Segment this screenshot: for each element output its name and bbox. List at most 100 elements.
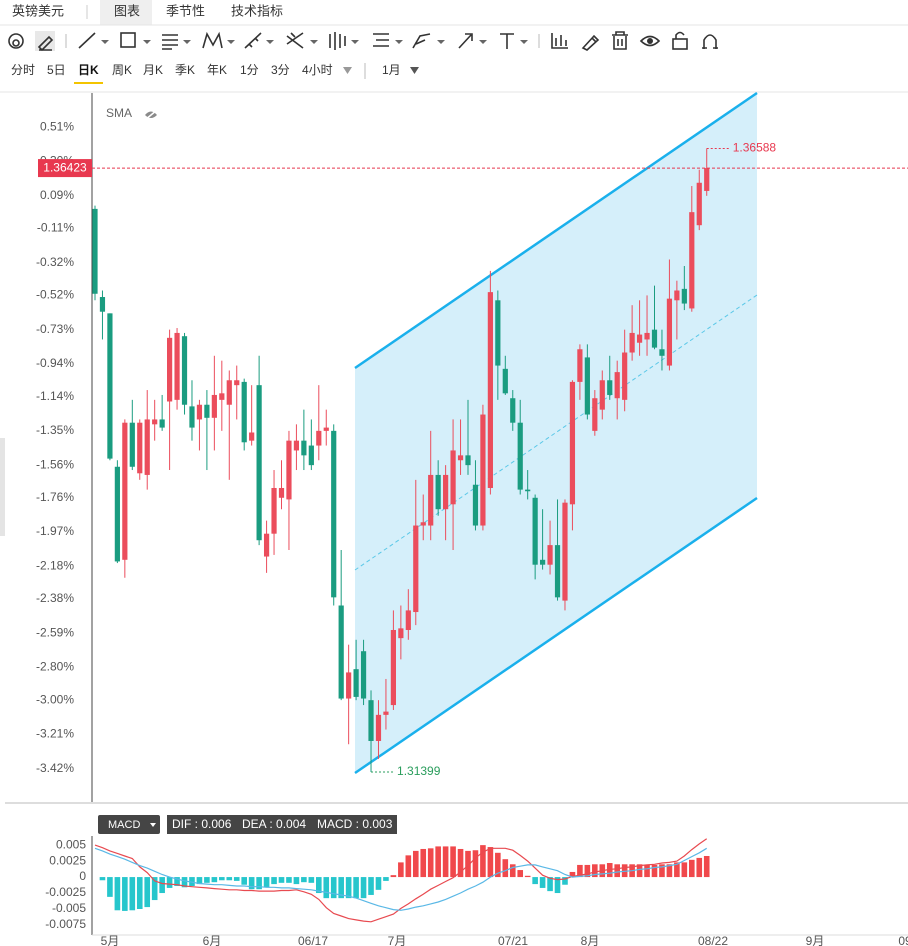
candle-body bbox=[547, 545, 553, 565]
tool-icon[interactable] bbox=[162, 34, 191, 50]
candle-body bbox=[316, 430, 322, 446]
macd-bar bbox=[524, 875, 531, 878]
period-button[interactable]: 月K bbox=[143, 63, 163, 77]
period-button[interactable]: 3分 bbox=[271, 63, 290, 77]
tool-icon[interactable] bbox=[8, 33, 24, 49]
macd-bar bbox=[674, 862, 680, 878]
tool-icon[interactable] bbox=[672, 31, 688, 50]
macd-bar bbox=[107, 877, 113, 897]
macd-bar bbox=[353, 877, 359, 899]
y-tick-label: 0.005 bbox=[56, 837, 86, 851]
tool-icon[interactable] bbox=[412, 33, 445, 49]
candle-body bbox=[278, 487, 285, 498]
y-tick-label: 0.0025 bbox=[49, 853, 86, 867]
macd-bar bbox=[651, 864, 658, 878]
candle-body bbox=[92, 208, 98, 294]
candle-body bbox=[308, 445, 314, 466]
candle-body bbox=[286, 440, 292, 500]
channel-lower[interactable] bbox=[354, 496, 758, 775]
candle-body bbox=[263, 533, 270, 557]
tool-icon[interactable] bbox=[373, 33, 403, 47]
dropdown-arrow[interactable] bbox=[343, 67, 352, 74]
y-tick-label: -0.52% bbox=[36, 288, 74, 302]
period-button[interactable]: 周K bbox=[112, 63, 132, 77]
macd-bar bbox=[189, 877, 195, 887]
macd-bar bbox=[241, 877, 247, 885]
macd-bar bbox=[248, 877, 255, 890]
macd-bar bbox=[465, 850, 471, 878]
dropdown-arrow[interactable] bbox=[150, 823, 156, 827]
candle-body bbox=[167, 337, 173, 402]
y-tick-label: -0.32% bbox=[36, 255, 74, 269]
candle-body bbox=[189, 406, 195, 428]
candle-body bbox=[562, 502, 568, 601]
y-tick-label: 0.09% bbox=[40, 188, 74, 202]
x-tick-label: 09 bbox=[898, 934, 908, 946]
macd-bar bbox=[472, 850, 479, 878]
range-button[interactable]: 1月 bbox=[382, 63, 401, 77]
candle-body bbox=[293, 440, 300, 451]
candle-body bbox=[226, 380, 232, 405]
tool-icon[interactable] bbox=[329, 32, 359, 50]
candle-body bbox=[502, 368, 508, 394]
macd-bar bbox=[233, 877, 240, 881]
tool-icon[interactable] bbox=[202, 31, 235, 49]
y-tick-label: -0.0025 bbox=[45, 885, 86, 899]
macd-bar bbox=[502, 859, 509, 878]
y-tick-label: -3.00% bbox=[36, 692, 74, 706]
channel-upper[interactable] bbox=[354, 91, 758, 370]
tab[interactable]: 季节性 bbox=[166, 3, 205, 18]
macd-bar bbox=[196, 877, 203, 885]
macd-bar bbox=[144, 877, 151, 908]
macd-bar bbox=[345, 877, 352, 899]
candle-body bbox=[353, 669, 359, 697]
period-button[interactable]: 1分 bbox=[240, 63, 259, 77]
indicator-selector[interactable] bbox=[98, 815, 160, 834]
y-tick-label: -1.56% bbox=[36, 457, 74, 471]
visibility-icon[interactable] bbox=[144, 109, 158, 121]
candle-body bbox=[420, 522, 426, 526]
period-button-active[interactable]: 日K bbox=[78, 63, 99, 77]
tool-icon[interactable] bbox=[35, 31, 55, 52]
period-button[interactable]: 分时 bbox=[11, 63, 35, 77]
last-price-label: 1.36423 bbox=[43, 160, 87, 174]
tool-icon[interactable] bbox=[286, 32, 318, 49]
macd-bar bbox=[509, 864, 516, 878]
candle-body bbox=[271, 487, 277, 534]
tool-icon[interactable] bbox=[612, 31, 628, 50]
tool-icon[interactable] bbox=[702, 34, 718, 49]
tab[interactable]: 技术指标 bbox=[231, 3, 283, 18]
tool-icon[interactable] bbox=[551, 33, 568, 49]
channel-fill bbox=[355, 93, 757, 773]
candle-body bbox=[584, 357, 590, 415]
macd-bar bbox=[398, 862, 404, 878]
macd-bar bbox=[293, 877, 300, 885]
period-button[interactable]: 4小时 bbox=[302, 63, 333, 77]
tool-icon[interactable] bbox=[581, 34, 600, 51]
tool-icon[interactable] bbox=[120, 32, 151, 48]
period-button[interactable]: 季K bbox=[175, 63, 195, 77]
tool-icon[interactable] bbox=[78, 32, 109, 49]
y-tick-label: -1.35% bbox=[36, 423, 74, 437]
macd-bar bbox=[681, 862, 688, 878]
x-tick-label: 7月 bbox=[388, 934, 407, 946]
legend-box bbox=[167, 815, 397, 834]
candle-body bbox=[472, 484, 479, 526]
candle-body bbox=[234, 380, 240, 386]
macd-bar bbox=[151, 877, 158, 901]
side-handle[interactable] bbox=[0, 438, 5, 536]
dropdown-arrow[interactable] bbox=[410, 67, 419, 74]
candle-body bbox=[666, 298, 673, 366]
candle-body bbox=[540, 559, 546, 565]
period-button[interactable]: 年K bbox=[207, 63, 227, 77]
tool-icon[interactable] bbox=[458, 33, 487, 49]
y-tick-label: -3.42% bbox=[36, 761, 74, 775]
candle-body bbox=[390, 629, 396, 706]
active-underline bbox=[74, 82, 103, 84]
tab[interactable]: 图表 bbox=[114, 3, 140, 18]
tool-icon[interactable] bbox=[639, 35, 661, 47]
tool-icon[interactable] bbox=[500, 33, 528, 49]
symbol-name: 英镑美元 bbox=[12, 3, 64, 18]
period-button[interactable]: 5日 bbox=[47, 63, 66, 77]
tool-icon[interactable] bbox=[244, 32, 274, 49]
